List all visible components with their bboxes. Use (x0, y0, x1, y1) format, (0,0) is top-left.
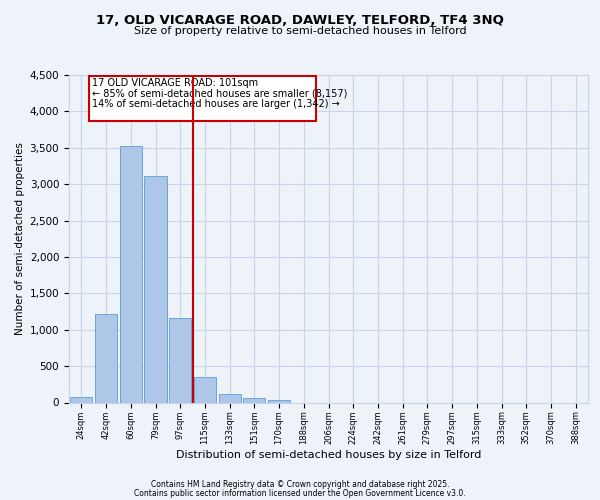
Bar (145, 176, 167, 402)
Text: 17, OLD VICARAGE ROAD, DAWLEY, TELFORD, TF4 3NQ: 17, OLD VICARAGE ROAD, DAWLEY, TELFORD, … (96, 14, 504, 27)
Text: 17 OLD VICARAGE ROAD: 101sqm: 17 OLD VICARAGE ROAD: 101sqm (92, 78, 259, 88)
Text: Size of property relative to semi-detached houses in Telford: Size of property relative to semi-detach… (134, 26, 466, 36)
Text: ← 85% of semi-detached houses are smaller (8,157): ← 85% of semi-detached houses are smalle… (92, 88, 348, 99)
Text: Contains public sector information licensed under the Open Government Licence v3: Contains public sector information licen… (134, 488, 466, 498)
Y-axis label: Number of semi-detached properties: Number of semi-detached properties (16, 142, 25, 335)
Bar (169, 318, 191, 402)
X-axis label: Distribution of semi-detached houses by size in Telford: Distribution of semi-detached houses by … (176, 450, 481, 460)
Text: 14% of semi-detached houses are larger (1,342) →: 14% of semi-detached houses are larger (… (92, 99, 340, 109)
Bar (243, 398, 265, 402)
Bar (119, 146, 142, 402)
Bar (268, 400, 290, 402)
Bar (95, 314, 117, 402)
Bar (70, 397, 92, 402)
Bar (194, 377, 216, 402)
Text: Contains HM Land Registry data © Crown copyright and database right 2025.: Contains HM Land Registry data © Crown c… (151, 480, 449, 489)
FancyBboxPatch shape (89, 76, 316, 121)
Bar (218, 394, 241, 402)
